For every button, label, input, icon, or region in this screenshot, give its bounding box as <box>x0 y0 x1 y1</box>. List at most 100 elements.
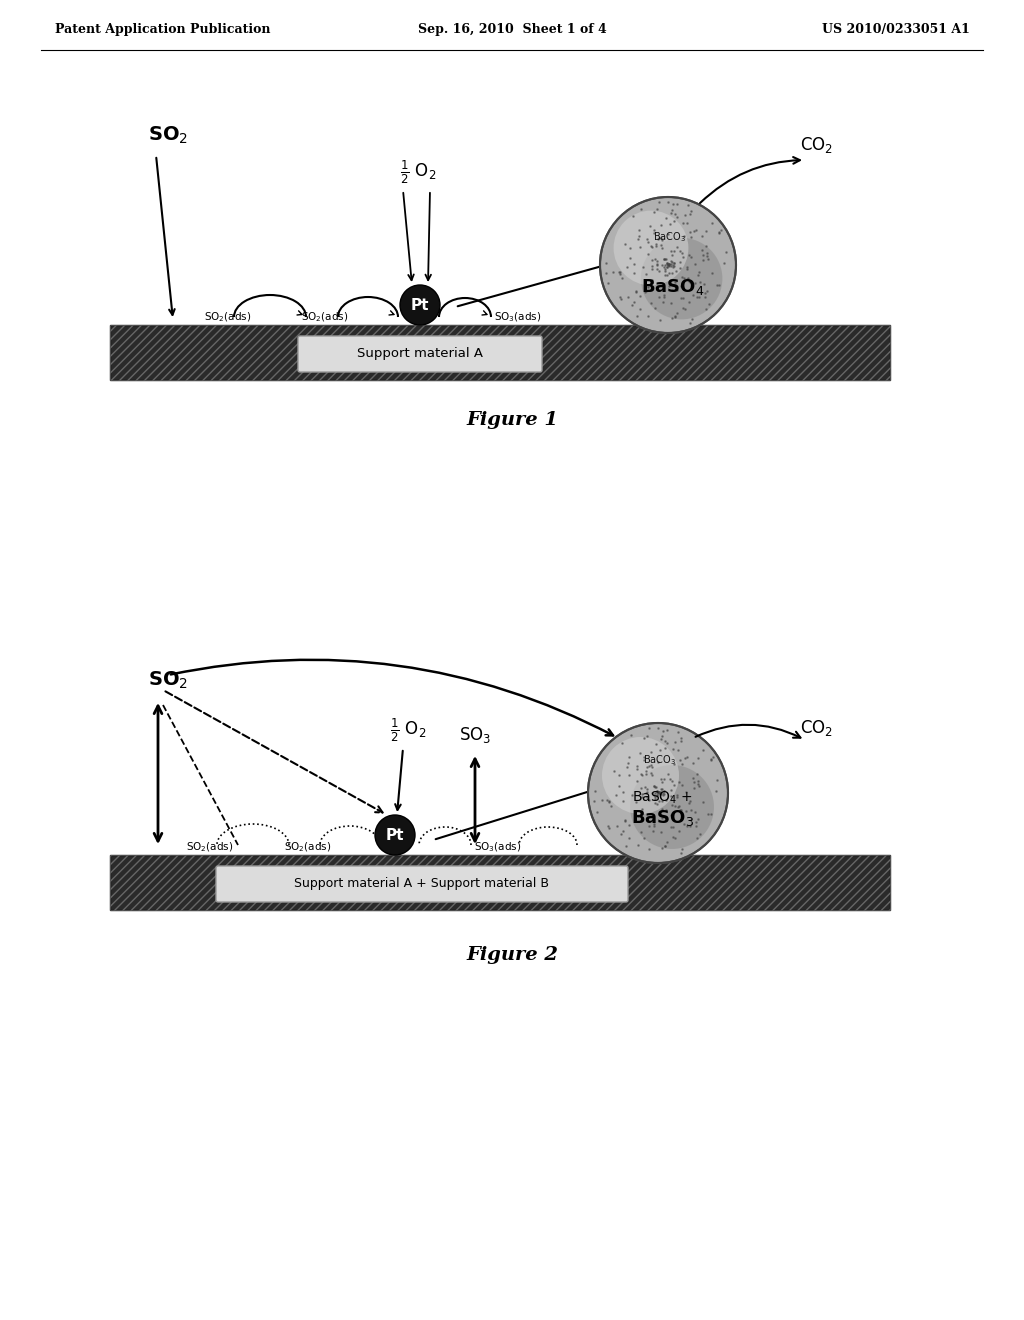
Point <box>675 297 691 318</box>
Text: BaSO$_4$ +: BaSO$_4$ + <box>633 789 693 807</box>
Point <box>622 828 638 849</box>
Point <box>676 813 692 834</box>
Point <box>651 783 668 804</box>
Text: Patent Application Publication: Patent Application Publication <box>55 24 270 37</box>
Point <box>667 731 683 752</box>
Point <box>649 253 666 275</box>
Point <box>644 756 660 777</box>
Point <box>643 236 659 257</box>
Point <box>601 817 617 838</box>
Point <box>657 264 674 285</box>
Point <box>673 288 689 309</box>
Point <box>646 785 663 807</box>
Point <box>649 780 666 801</box>
Point <box>643 754 659 775</box>
Point <box>652 227 669 248</box>
Point <box>652 739 669 760</box>
Point <box>656 284 673 305</box>
Point <box>656 257 673 279</box>
Point <box>691 272 708 293</box>
Point <box>601 791 617 812</box>
Point <box>655 784 672 805</box>
Point <box>664 240 680 261</box>
Point <box>670 784 686 805</box>
Point <box>657 800 674 821</box>
Point <box>690 809 707 830</box>
Point <box>672 257 688 279</box>
Point <box>689 747 706 768</box>
Point <box>652 821 669 842</box>
Text: SO$_2$(ads): SO$_2$(ads) <box>301 310 348 323</box>
Point <box>647 783 664 804</box>
Point <box>672 799 688 820</box>
Point <box>650 718 667 739</box>
Point <box>669 206 685 227</box>
Point <box>666 252 682 273</box>
Bar <box>110 855 890 909</box>
Point <box>674 754 690 775</box>
Point <box>657 260 674 281</box>
Point <box>672 251 688 272</box>
Point <box>659 832 676 853</box>
Point <box>678 781 694 803</box>
Bar <box>110 325 890 380</box>
Text: BaCO$_3$: BaCO$_3$ <box>643 754 677 767</box>
Point <box>640 276 656 297</box>
Point <box>663 804 679 825</box>
Point <box>654 292 671 313</box>
Point <box>662 255 678 276</box>
Point <box>655 286 672 308</box>
Point <box>639 781 655 803</box>
Point <box>690 261 707 282</box>
Point <box>667 211 683 232</box>
Point <box>647 776 664 797</box>
Point <box>630 805 646 826</box>
Point <box>664 308 680 329</box>
Point <box>644 256 660 277</box>
Point <box>659 224 676 246</box>
Point <box>656 780 673 801</box>
Point <box>649 783 666 804</box>
Point <box>669 302 685 323</box>
Point <box>649 251 666 272</box>
Point <box>651 228 668 249</box>
Point <box>612 288 629 309</box>
Point <box>643 764 659 785</box>
Point <box>640 231 656 252</box>
Point <box>638 263 654 284</box>
Point <box>654 721 671 742</box>
Point <box>660 263 677 284</box>
Point <box>642 215 658 236</box>
Point <box>654 808 671 829</box>
Point <box>674 838 690 859</box>
Point <box>650 781 667 803</box>
Point <box>664 269 680 290</box>
Point <box>665 795 681 816</box>
Point <box>628 792 644 813</box>
Point <box>687 812 703 833</box>
Point <box>711 222 727 243</box>
Point <box>672 820 688 841</box>
Point <box>683 309 699 330</box>
Point <box>679 747 695 768</box>
Point <box>587 780 603 801</box>
Point <box>658 252 675 273</box>
Point <box>694 224 711 246</box>
Text: SO$_2$: SO$_2$ <box>148 124 188 145</box>
Point <box>683 226 699 247</box>
Point <box>670 797 686 818</box>
Point <box>660 253 677 275</box>
Point <box>690 774 707 795</box>
Point <box>625 206 641 227</box>
Point <box>645 776 662 797</box>
Point <box>665 251 681 272</box>
FancyArrowPatch shape <box>700 157 800 203</box>
Point <box>659 255 676 276</box>
Point <box>623 248 639 269</box>
Point <box>688 814 705 836</box>
Point <box>601 792 617 813</box>
Point <box>659 257 676 279</box>
Point <box>649 785 666 807</box>
Point <box>702 750 719 771</box>
Point <box>670 236 686 257</box>
